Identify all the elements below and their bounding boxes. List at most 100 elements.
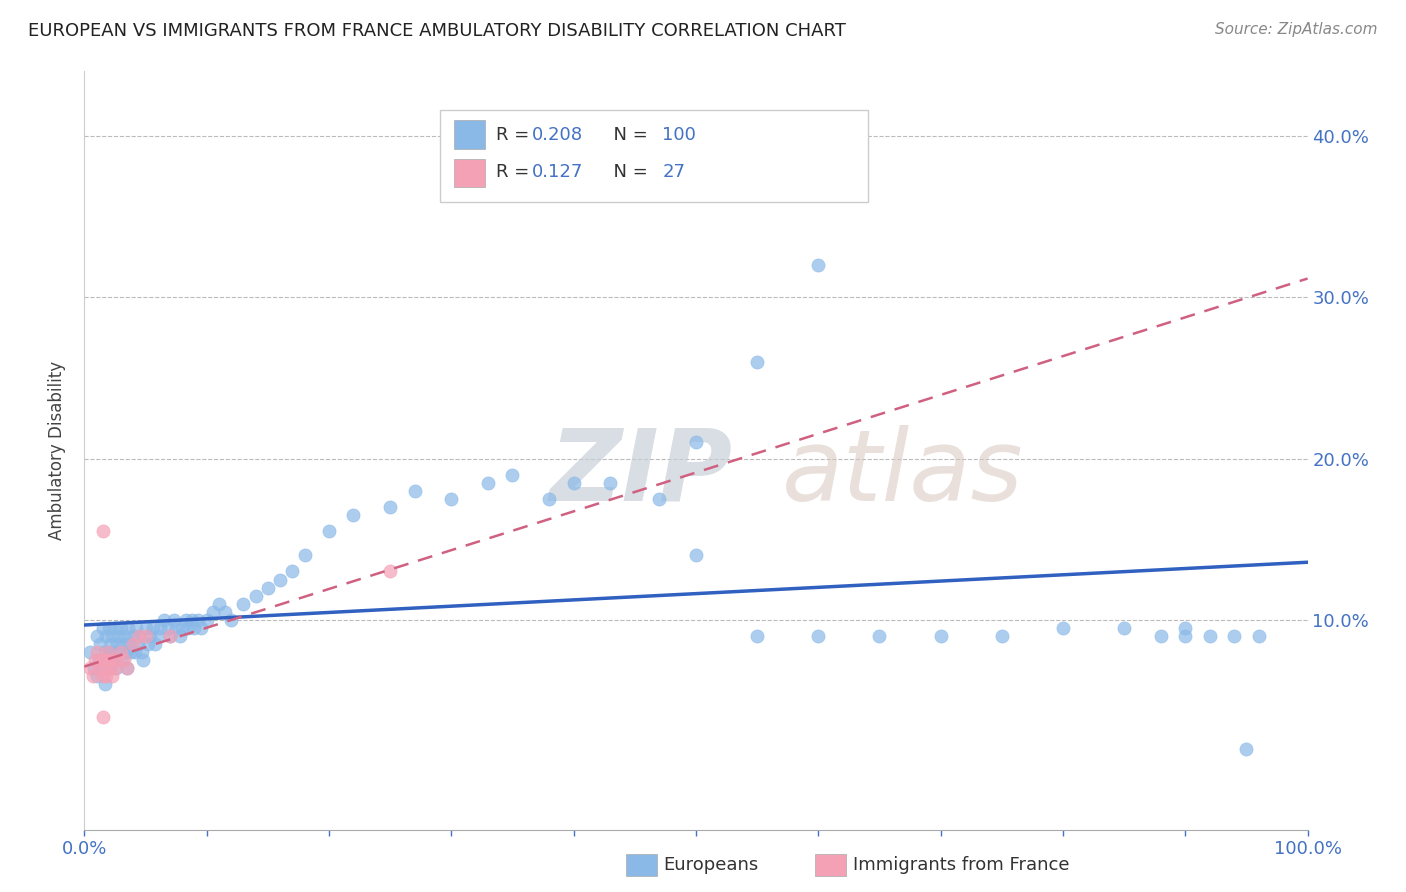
Point <box>807 629 830 643</box>
Point <box>125 621 148 635</box>
Point <box>245 589 267 603</box>
Point <box>122 629 145 643</box>
Point <box>86 645 108 659</box>
Point <box>1150 629 1173 643</box>
Point <box>281 565 304 579</box>
Point <box>117 621 139 635</box>
Point <box>101 629 124 643</box>
Point <box>115 661 138 675</box>
Point <box>79 645 101 659</box>
Point <box>110 645 132 659</box>
Point <box>1247 629 1270 643</box>
Point <box>159 629 181 643</box>
Point <box>135 621 157 635</box>
Point <box>153 613 176 627</box>
Point <box>91 709 114 723</box>
Point <box>124 645 146 659</box>
Point <box>97 653 120 667</box>
Point <box>97 621 120 635</box>
Point <box>111 653 134 667</box>
Point <box>128 629 150 643</box>
Point <box>685 549 707 563</box>
Point <box>112 637 135 651</box>
Point <box>869 629 891 643</box>
Point <box>104 661 127 675</box>
Point <box>101 669 124 683</box>
Point <box>149 621 172 635</box>
Point <box>136 637 159 651</box>
Text: 27: 27 <box>662 163 685 181</box>
Point <box>91 621 114 635</box>
Point <box>538 491 561 506</box>
Point <box>257 581 280 595</box>
Point <box>127 637 149 651</box>
Point <box>208 597 231 611</box>
Point <box>172 621 194 635</box>
Point <box>169 629 191 643</box>
Point <box>648 491 671 506</box>
Point <box>214 605 236 619</box>
Point <box>183 621 205 635</box>
Text: N =: N = <box>602 126 654 144</box>
Point <box>108 645 131 659</box>
Point <box>380 565 402 579</box>
Point <box>86 669 108 683</box>
Point <box>1052 621 1074 635</box>
Point <box>105 653 128 667</box>
Point <box>120 645 142 659</box>
Point <box>98 661 121 675</box>
Point <box>177 621 200 635</box>
Point <box>87 653 110 667</box>
Point <box>115 645 138 659</box>
Point <box>93 661 115 675</box>
Point <box>599 475 621 490</box>
Point <box>477 475 499 490</box>
Text: Source: ZipAtlas.com: Source: ZipAtlas.com <box>1215 22 1378 37</box>
Text: 100: 100 <box>662 126 696 144</box>
Point <box>190 621 212 635</box>
Point <box>118 637 141 651</box>
Point <box>135 629 157 643</box>
Point <box>685 435 707 450</box>
Point <box>269 573 291 587</box>
Point <box>89 653 111 667</box>
Point <box>159 629 181 643</box>
Point <box>187 613 209 627</box>
Point <box>1236 742 1258 756</box>
Point <box>107 629 129 643</box>
Point <box>91 669 114 683</box>
Point <box>94 653 117 667</box>
Text: EUROPEAN VS IMMIGRANTS FROM FRANCE AMBULATORY DISABILITY CORRELATION CHART: EUROPEAN VS IMMIGRANTS FROM FRANCE AMBUL… <box>28 22 846 40</box>
Point <box>1114 621 1136 635</box>
Point <box>84 653 107 667</box>
Point <box>112 653 135 667</box>
Text: R =: R = <box>496 126 536 144</box>
Point <box>195 613 218 627</box>
Point <box>156 621 179 635</box>
Point <box>114 629 136 643</box>
Point <box>807 258 830 272</box>
Point <box>94 677 117 691</box>
Point <box>502 467 524 482</box>
Point <box>122 637 145 651</box>
Point <box>110 621 132 635</box>
Point <box>105 661 128 675</box>
Point <box>219 613 242 627</box>
Point <box>82 669 104 683</box>
Point <box>174 613 197 627</box>
Point <box>1174 621 1197 635</box>
Point <box>96 669 118 683</box>
Text: N =: N = <box>602 163 654 181</box>
Point <box>97 653 120 667</box>
Point <box>991 629 1014 643</box>
Point <box>232 597 254 611</box>
Point <box>380 500 402 514</box>
Point <box>139 629 162 643</box>
Text: 0.208: 0.208 <box>531 126 582 144</box>
Point <box>163 613 186 627</box>
Point <box>440 491 463 506</box>
Point <box>201 605 224 619</box>
Text: Europeans: Europeans <box>664 856 759 874</box>
Text: R =: R = <box>496 163 536 181</box>
Point <box>87 661 110 675</box>
